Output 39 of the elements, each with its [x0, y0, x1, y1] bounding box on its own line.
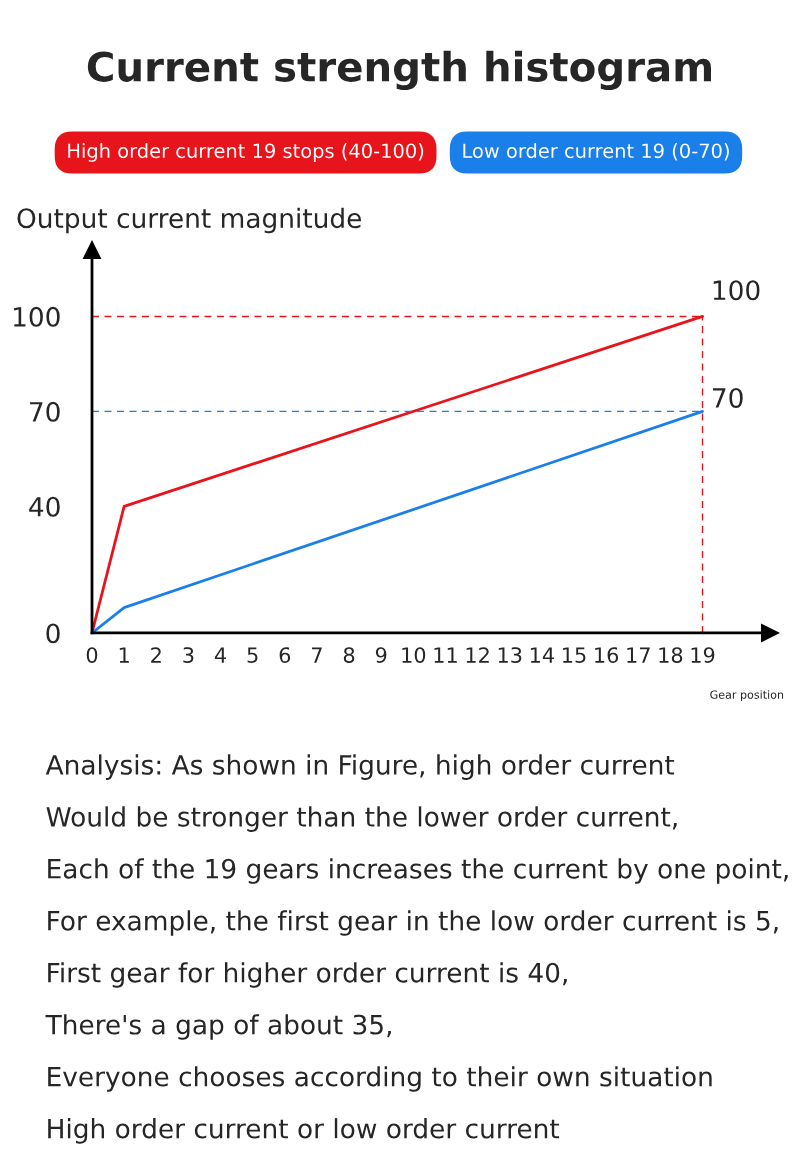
- text: High order current or low order current: [48, 1118, 560, 1144]
- annotation: 70: [713, 387, 743, 408]
- x-tick-label: 9: [375, 647, 387, 663]
- x-tick-label: 14: [530, 647, 554, 663]
- text: Each of the 19 gears increases the current by one point,: [48, 858, 788, 884]
- text: Would be stronger than the lower order current,: [46, 806, 677, 832]
- text: For example, the first gear in the low order current is 5,: [48, 910, 778, 936]
- text: There's a gap of about 35,: [45, 1014, 391, 1040]
- x-tick-label: 0: [86, 647, 98, 663]
- y-tick-label: 70: [30, 401, 60, 422]
- x-tick-label: 1: [119, 647, 129, 663]
- x-tick-label: 12: [466, 647, 489, 663]
- x-tick-label: 13: [498, 647, 522, 663]
- annotation: 100: [713, 280, 760, 301]
- x-tick-label: 19: [691, 647, 715, 663]
- x-tick-label: 7: [312, 647, 322, 663]
- x-tick-label: 10: [402, 647, 426, 663]
- x-tick-label: 3: [183, 647, 194, 663]
- x-tick-label: 5: [247, 647, 258, 663]
- text: First gear for higher order current is 40,: [48, 962, 567, 988]
- x-tick-label: 11: [434, 647, 457, 663]
- y-tick-label: 0: [46, 623, 60, 644]
- x-tick-label: 6: [279, 647, 291, 663]
- y-tick-label: 40: [29, 496, 60, 517]
- text: High order current 19 stops (40-100): [68, 143, 424, 162]
- x-tick-label: 4: [214, 647, 226, 663]
- y-tick-label: 100: [13, 306, 60, 327]
- text: Low order current 19 (0-70): [463, 143, 729, 161]
- y-axis-title: Output current magnitude: [17, 207, 361, 234]
- x-tick-label: 2: [151, 647, 161, 663]
- x-axis-title: Gear position: [710, 690, 784, 701]
- text: Analysis: As shown in Figure, high order current: [45, 754, 675, 780]
- chart-title: Current strength histogram: [87, 50, 711, 91]
- x-tick-label: 17: [627, 647, 650, 663]
- x-tick-label: 18: [659, 647, 683, 663]
- x-tick-label: 15: [563, 647, 586, 663]
- x-tick-label: 16: [595, 647, 619, 663]
- text: Everyone chooses according to their own situation: [48, 1066, 712, 1092]
- x-tick-label: 8: [343, 647, 355, 663]
